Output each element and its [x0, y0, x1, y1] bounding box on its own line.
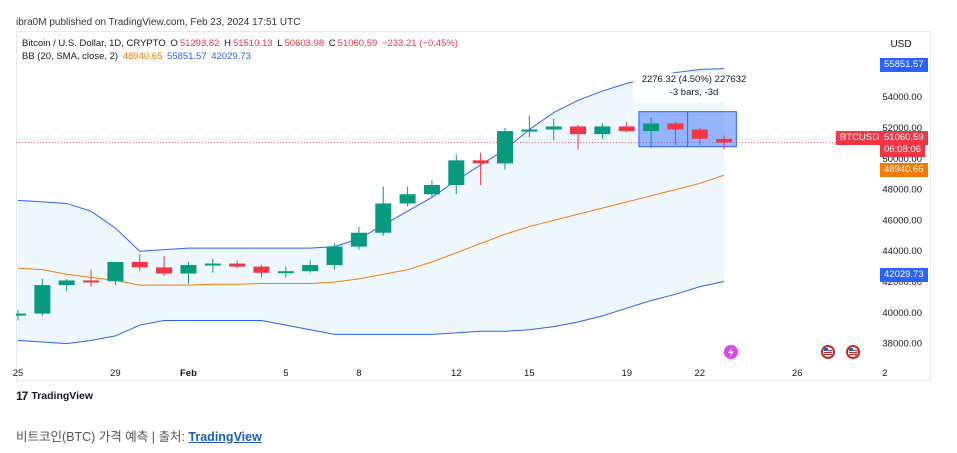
symbol-description[interactable]: Bitcoin / U.S. Dollar, 1D, CRYPTO: [22, 38, 166, 49]
bb-indicator-label[interactable]: BB (20, SMA, close, 2): [22, 51, 119, 62]
x-tick-label: 22: [695, 368, 706, 379]
y-tick-label: 54000.00: [882, 92, 922, 103]
high-value: 51510.13: [232, 38, 273, 49]
open-value: 51293.82: [179, 38, 220, 49]
candle-body: [667, 123, 684, 130]
change-value: −233.21 (−0.45%): [381, 38, 458, 49]
candle-body: [34, 285, 51, 314]
bb-upper-price-tag: 55851.57: [880, 58, 928, 72]
x-tick-label: 12: [451, 368, 462, 379]
bb-basis-line: [17, 174, 725, 286]
candle-body: [180, 265, 197, 274]
lightning-event-icon[interactable]: [724, 345, 738, 359]
bb-lower-price-tag: 42029.73: [880, 268, 928, 282]
x-tick-label: 8: [356, 368, 361, 379]
y-tick-label: 52000.00: [882, 123, 922, 134]
candle-body: [156, 267, 173, 274]
open-label: O: [170, 38, 178, 49]
candle-body: [131, 261, 148, 268]
y-tick-label: 38000.00: [882, 339, 922, 350]
chart-frame[interactable]: [16, 31, 931, 381]
last-price-tag: 51060.59: [880, 131, 928, 145]
x-tick-label: 2: [882, 368, 887, 379]
x-tick-label: 5: [283, 368, 288, 379]
candle-body: [691, 129, 708, 139]
candle-body: [594, 126, 611, 135]
measure-price-change: 2276.32 (4.50%) 227632: [641, 74, 747, 85]
y-tick-label: 42000.00: [882, 277, 922, 288]
tradingview-logo-text: TradingView: [31, 390, 94, 402]
candle-body: [253, 266, 270, 273]
y-tick-label: 46000.00: [882, 215, 922, 226]
bb-lower-value: 42029.73: [211, 51, 251, 62]
bb-upper-line: [17, 68, 725, 252]
close-label: C: [328, 38, 336, 49]
y-tick-label: 44000.00: [882, 246, 922, 257]
candle-body: [399, 194, 416, 204]
y-tick-label: 40000.00: [882, 308, 922, 319]
candle-body: [302, 265, 319, 272]
low-value: 50603.98: [284, 38, 325, 49]
bb-basis-price-tag: 48940.65: [880, 163, 928, 177]
y-tick-label: 48000.00: [882, 185, 922, 196]
candle-body: [497, 131, 513, 164]
symbol-tag: BTCUSD: [836, 131, 884, 145]
bb-band-fill: [18, 68, 725, 344]
us-flag-event-icon[interactable]: [821, 345, 835, 359]
candle-body: [716, 138, 733, 143]
plot-area: [16, 68, 872, 345]
candle-body: [350, 232, 367, 247]
x-tick-label: 29: [110, 368, 121, 379]
candle-body: [58, 280, 75, 286]
measure-tooltip: 2276.32 (4.50%) 227632 -3 bars, -3d: [633, 73, 755, 103]
bar-countdown-tag: 06:08:06: [880, 143, 925, 157]
candle-body: [277, 271, 294, 274]
tradingview-logo[interactable]: 17 TradingView: [16, 389, 93, 403]
currency-button[interactable]: USD: [890, 39, 912, 50]
x-tick-label: 15: [524, 368, 535, 379]
bb-lower-line: [17, 281, 725, 345]
publisher-line: ibra0M published on TradingView.com, Feb…: [16, 17, 301, 28]
bb-basis-value: 48940.65: [122, 51, 163, 62]
candle-body: [204, 263, 221, 266]
candle-body: [448, 160, 465, 185]
low-label: L: [277, 38, 283, 49]
x-tick-label: 26: [792, 368, 803, 379]
x-tick-label: 25: [13, 368, 24, 379]
x-tick-label: 19: [621, 368, 632, 379]
candle-body: [229, 263, 246, 267]
image-caption: 비트코인(BTC) 가격 예측 | 출처: TradingView: [16, 426, 262, 445]
candle-body: [521, 129, 538, 132]
close-value: 51060.59: [337, 38, 378, 49]
candle-body: [618, 126, 635, 132]
bb-upper-value: 55851.57: [167, 51, 207, 62]
candle-body: [107, 261, 124, 282]
ohlc-legend: Bitcoin / U.S. Dollar, 1D, CRYPTO O 51293…: [22, 38, 460, 49]
y-tick-label: 50000.00: [882, 154, 922, 165]
candle-body: [375, 203, 392, 233]
candle-body: [83, 280, 100, 283]
us-flag-event-icon[interactable]: [846, 345, 860, 359]
candle-body: [472, 160, 489, 164]
caption-source-link[interactable]: TradingView: [188, 430, 262, 444]
measure-bars: -3 bars, -3d: [669, 87, 719, 98]
high-label: H: [224, 38, 231, 49]
candle-body: [643, 123, 660, 132]
x-tick-label: Feb: [180, 368, 197, 379]
tradingview-mark-icon: 17: [16, 389, 28, 403]
candle-body: [545, 126, 562, 130]
bb-legend: BB (20, SMA, close, 2) 48940.65 55851.57…: [22, 51, 253, 62]
candle-body: [423, 184, 440, 195]
caption-text: 비트코인(BTC) 가격 예측 | 출처:: [16, 430, 189, 444]
candle-body: [570, 126, 587, 135]
candle-body: [326, 246, 343, 266]
candle-body: [16, 313, 26, 316]
